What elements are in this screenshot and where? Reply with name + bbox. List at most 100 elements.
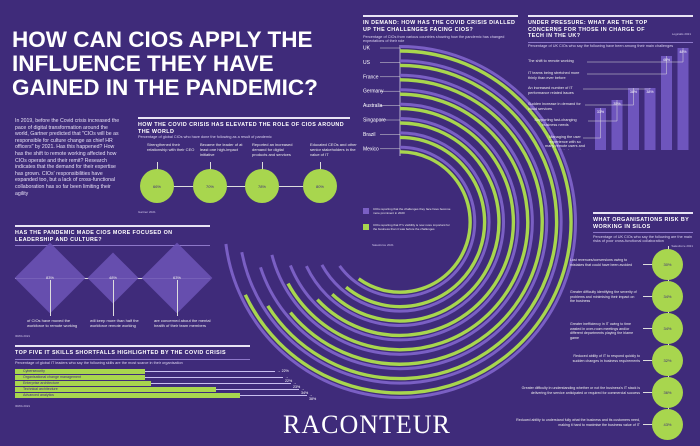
elevated-label: Educated CEOs and other senior stakehold… <box>310 142 357 157</box>
skills-label: Organisational change management <box>23 375 81 379</box>
elevated-value-circle: 78% <box>245 169 279 203</box>
silo-value-circle: 43% <box>652 409 683 440</box>
pressure-label-box: Supporting fast-changing business needs <box>534 118 576 127</box>
pressure-section: UNDER PRESSURE: WHAT ARE THE TOP CONCERN… <box>528 15 693 48</box>
pointer-line <box>643 264 653 265</box>
pressure-label: IT teams being stretched more thinly tha… <box>528 71 580 80</box>
ring-arc-2020 <box>270 88 534 356</box>
section-subtitle: Percentage of global CIOs who have done … <box>138 135 272 140</box>
ring-arc-visibility <box>345 135 487 309</box>
pressure-label-box: Sudden increase in demand for cloud serv… <box>528 102 581 111</box>
pressure-value: 46% <box>663 58 671 62</box>
pointer-line <box>643 424 653 425</box>
silo-value-circle: 34% <box>652 281 683 312</box>
pointer-line <box>643 360 653 361</box>
section-title: IN DEMAND: HOW HAS THE COVID CRISIS DIAL… <box>363 20 516 33</box>
pointer-line <box>177 280 178 316</box>
pressure-chart: 33% Managing the user experience with so … <box>528 48 689 150</box>
ring-arc-2020 <box>320 131 491 313</box>
ring-arc-2020 <box>240 59 563 385</box>
skills-value: → 34% <box>301 387 309 395</box>
country-label: Singapore <box>363 118 386 124</box>
elevated-value-circle: 66% <box>140 169 174 203</box>
section-subtitle: Percentage of global IT leaders who say … <box>15 361 183 366</box>
section-title: WHAT ORGANISATIONS RISK BY WORKING IN SI… <box>593 217 690 230</box>
pressure-leader-line <box>588 100 618 122</box>
skills-value: → 23% <box>293 381 301 389</box>
leadership-chart: 83% of CIOs have moved the workforce to r… <box>14 240 215 335</box>
silo-label: Greater difficulty in understanding whet… <box>521 386 640 395</box>
skills-chart: Cybersecurity → 22% Organisational change … <box>15 369 316 401</box>
silos-chart: Lost revenues/conversions owing to mista… <box>500 246 700 446</box>
skills-bar <box>15 387 217 392</box>
intro-text: In 2019, before the Covid crisis increas… <box>15 118 120 197</box>
skills-track <box>15 377 283 378</box>
pressure-label-box: An increased number of IT performance re… <box>528 86 574 95</box>
skills-track <box>15 383 291 384</box>
divider <box>15 358 250 360</box>
pressure-bar <box>661 56 672 150</box>
country-label: Mexico <box>363 146 379 152</box>
country-label: France <box>363 74 379 80</box>
demand-section: IN DEMAND: HOW HAS THE COVID CRISIS DIAL… <box>363 15 518 43</box>
pressure-bar <box>611 100 623 150</box>
source: Gartner 2021 <box>138 210 156 214</box>
pressure-label: The shift to remote working <box>528 59 574 63</box>
silo-value-circle: 32% <box>652 345 683 376</box>
divider <box>363 15 518 17</box>
ring-arc-2020 <box>338 145 477 299</box>
skills-label: Technical architecture <box>23 387 58 391</box>
pressure-leader-line <box>585 88 634 106</box>
pressure-leader-line <box>587 48 684 63</box>
skills-bar <box>15 369 146 374</box>
silo-value-circle: 36% <box>652 377 683 408</box>
elevated-section: HOW THE COVID CRISIS HAS ELEVATED THE RO… <box>138 117 350 139</box>
silo-value-circle: 34% <box>652 313 683 344</box>
connector-line <box>156 186 326 187</box>
section-subtitle: Percentage of CIOs from various countrie… <box>363 35 505 44</box>
section-subtitle: Percentage of UK CIOs who say the follow… <box>528 44 674 49</box>
source: Salesforce 2021 <box>372 243 394 247</box>
pressure-label: An increased number of IT performance re… <box>528 86 574 95</box>
divider <box>15 245 210 246</box>
pressure-label-box: The shift to remote working <box>528 59 574 63</box>
section-title: HAS THE PANDEMIC MADE CIOS MORE FOCUSED … <box>15 230 173 243</box>
page-title: HOW CAN CIOS APPLY THE INFLUENCE THEY HA… <box>12 27 318 100</box>
ring-arc-visibility <box>286 92 530 352</box>
pointer-line <box>643 296 653 297</box>
section-title: UNDER PRESSURE: WHAT ARE THE TOP CONCERN… <box>528 20 648 40</box>
country-label: Germany <box>363 89 384 95</box>
pressure-value: 38% <box>630 90 638 94</box>
ring-arc-visibility <box>316 106 516 338</box>
country-label: Brazil <box>363 132 376 138</box>
source: Logicalis 2021 <box>671 32 691 36</box>
ring-arc-visibility <box>357 150 472 294</box>
divider <box>593 212 693 214</box>
divider <box>138 117 350 119</box>
skills-value: → 22% <box>285 375 293 383</box>
silo-label: Reduced ability to understand fully what… <box>516 418 640 427</box>
country-label: UK <box>363 46 371 52</box>
silo-value-circle: 30% <box>652 249 683 280</box>
raconteur-logo: RACONTEUR <box>283 410 451 439</box>
skills-bar <box>15 375 146 380</box>
elevated-label: Reported an increased demand for digital… <box>252 142 293 157</box>
pointer-line <box>643 328 653 329</box>
silo-label: Lost revenues/conversions owing to mista… <box>570 258 633 267</box>
divider <box>15 225 210 227</box>
source: IDWA 2021 <box>15 404 31 408</box>
elevated-label: Strengthened their relationship with the… <box>147 142 195 152</box>
legend-label: CIOs reporting that the challenges they … <box>373 207 451 215</box>
legend-swatch <box>363 224 369 230</box>
pressure-bar <box>628 88 639 150</box>
source: Salesforce 2021 <box>671 243 693 248</box>
leadership-label: of CIOs have moved the workforce to remo… <box>27 318 78 328</box>
pressure-value: 35% <box>613 102 621 106</box>
ring-arc-2020 <box>259 73 549 371</box>
skills-value: → 22% <box>277 369 289 373</box>
ring-arc-visibility <box>266 63 559 381</box>
pressure-value: 48% <box>679 50 687 54</box>
skills-value: → 38% <box>309 393 317 401</box>
leadership-value: 48% <box>108 275 117 280</box>
